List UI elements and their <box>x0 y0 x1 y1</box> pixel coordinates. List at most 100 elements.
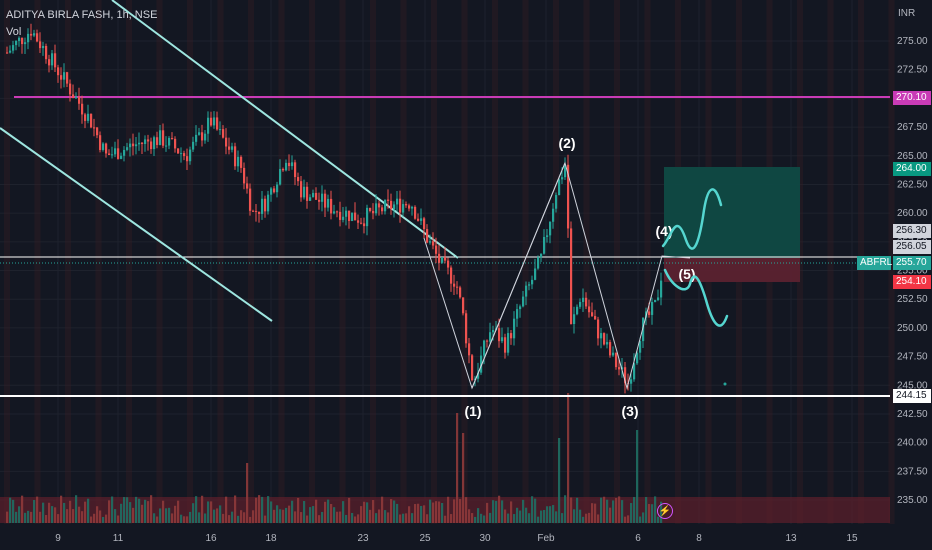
volume-bar <box>240 510 243 523</box>
candle-body <box>633 363 636 380</box>
volume-bar <box>303 500 306 523</box>
wave-segment-1[interactable] <box>471 162 566 389</box>
candle-body <box>219 129 222 131</box>
candle-body <box>306 186 309 201</box>
volume-bar <box>96 506 99 523</box>
session-band <box>431 0 437 524</box>
volume-bar <box>555 511 558 523</box>
forecast-curve-down[interactable] <box>663 268 729 327</box>
lightning-icon[interactable]: ⚡ <box>657 503 673 519</box>
target-zone[interactable] <box>664 167 800 258</box>
forecast-drawing[interactable] <box>661 188 729 386</box>
wave-path[interactable] <box>423 161 691 390</box>
volume-bar <box>498 495 501 523</box>
long-position-tool[interactable] <box>664 167 800 282</box>
candle-body <box>15 40 18 46</box>
volume-bar <box>144 499 147 523</box>
candle-body <box>303 186 306 198</box>
channel-lower-line[interactable] <box>0 127 273 322</box>
time-axis[interactable]: 9 11 16 18 23 25 30 Feb 6 8 13 15 <box>55 533 858 544</box>
candle-body <box>438 253 441 263</box>
candle-body <box>411 206 414 209</box>
candle-body <box>33 33 36 36</box>
candle-body <box>402 204 405 213</box>
candle-body <box>468 343 471 356</box>
candle-body <box>288 162 291 167</box>
candle-body <box>282 169 285 171</box>
volume-bar <box>438 501 441 523</box>
volume-bar <box>111 496 114 523</box>
candle-body <box>60 75 63 80</box>
entry-top-price-label: 256.30 <box>893 224 931 238</box>
candle-body <box>636 352 639 364</box>
session-band <box>248 0 254 524</box>
volume-bar <box>222 513 225 523</box>
entry-price-label: 256.05 <box>893 240 931 254</box>
candle-body <box>582 297 585 302</box>
volume-bar <box>69 500 72 523</box>
volume-bar <box>600 497 603 523</box>
volume-bar <box>84 501 87 523</box>
volume-bar <box>237 515 240 523</box>
stop-zone[interactable] <box>664 258 800 282</box>
session-band <box>156 0 163 524</box>
volume-bar <box>147 501 150 523</box>
candle-body <box>243 167 246 184</box>
candle-body <box>546 235 549 237</box>
candle-body <box>96 127 99 136</box>
volume-bar <box>207 501 210 523</box>
candle-body <box>150 141 153 150</box>
candle-body <box>597 319 600 339</box>
session-band <box>370 0 376 524</box>
candle-body <box>222 129 225 138</box>
volume-bar <box>390 499 393 523</box>
x-tick-label: 6 <box>635 533 641 544</box>
candle-body <box>570 228 573 325</box>
candle-body <box>51 53 54 66</box>
volume-bar <box>189 511 192 523</box>
candle-body <box>420 218 423 221</box>
volume-bar <box>627 515 630 523</box>
candle-body <box>123 149 126 156</box>
session-band <box>34 0 41 524</box>
forecast-curve-up[interactable] <box>661 188 723 250</box>
wave-label-2: (2) <box>558 135 575 151</box>
candle-body <box>516 309 519 319</box>
candle-body <box>237 156 240 167</box>
volume-bar <box>603 496 606 523</box>
volume-bar <box>408 506 411 523</box>
candle-body <box>555 195 558 209</box>
volume-bar <box>177 500 180 523</box>
x-tick-label: Feb <box>537 533 555 544</box>
volume-bar <box>171 513 174 523</box>
volume-bar <box>204 513 207 523</box>
volume-bar <box>525 507 528 523</box>
volume-bar <box>468 509 471 523</box>
candle-body <box>651 302 654 315</box>
candle-body <box>168 137 171 146</box>
candle-body <box>489 332 492 342</box>
candle-body <box>639 341 642 353</box>
candle-body <box>105 143 108 154</box>
candle-body <box>558 179 561 196</box>
volume-bar <box>153 513 156 523</box>
volume-bar <box>72 509 75 523</box>
candle-body <box>630 379 633 384</box>
candle-body <box>183 153 186 157</box>
volume-bar <box>414 504 417 523</box>
candle-body <box>324 193 327 208</box>
volume-bar <box>210 501 213 523</box>
volume-bar <box>6 511 9 523</box>
price-axis[interactable]: 275.00272.50270.00267.50265.00262.50260.… <box>897 36 928 506</box>
volume-bar <box>492 500 495 523</box>
candle-body <box>441 257 444 263</box>
candle-body <box>372 210 375 214</box>
wave-label-5: (5) <box>678 266 695 282</box>
session-band <box>492 0 498 524</box>
candle-body <box>549 221 552 236</box>
wave-pattern[interactable] <box>423 161 691 390</box>
volume-bar <box>270 501 273 523</box>
volume-bar <box>117 515 120 523</box>
wave-label-1: (1) <box>464 403 481 419</box>
